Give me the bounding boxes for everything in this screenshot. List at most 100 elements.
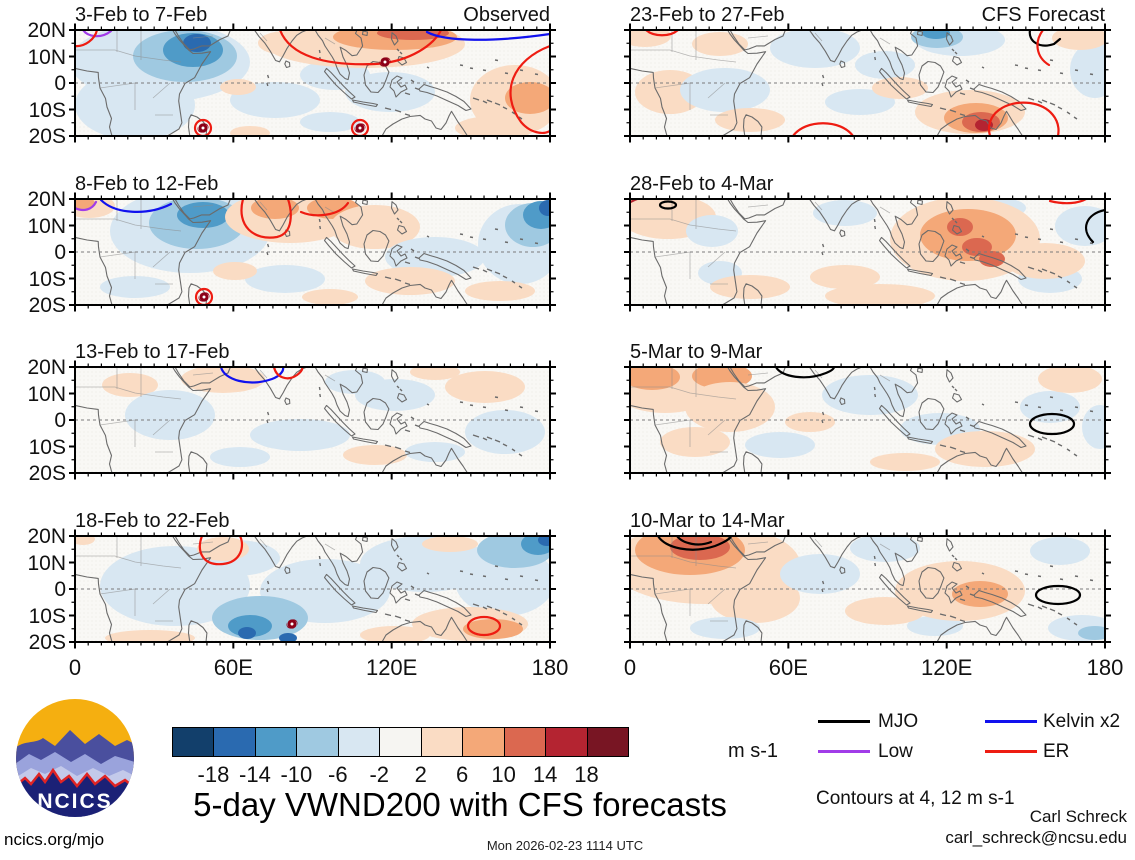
panel-date-range: 23-Feb to 27-Feb xyxy=(630,4,785,26)
legend-label: Kelvin x2 xyxy=(1043,711,1121,732)
panel-border xyxy=(629,366,1106,474)
colorbar-tick-label: 10 xyxy=(491,762,516,787)
map-panel xyxy=(624,192,1111,312)
country-borders xyxy=(630,30,891,116)
y-axis-label: 20N xyxy=(27,356,66,379)
red-wave-contour xyxy=(466,615,502,637)
panel-source-label: CFS Forecast xyxy=(981,4,1105,26)
coastlines xyxy=(75,367,472,473)
coastlines xyxy=(75,199,472,305)
panel-border xyxy=(629,29,1106,137)
colorbar-tick-label: -18 xyxy=(197,762,230,787)
red-wave-contour xyxy=(272,367,304,380)
anomaly-shading-blob xyxy=(230,126,270,136)
anomaly-shading-blob xyxy=(405,442,465,462)
map-panel xyxy=(624,23,1111,143)
panel-title-row: 28-Feb to 4-Mar xyxy=(630,173,1105,195)
legend-line-swatch xyxy=(818,750,870,753)
colorbar-segment xyxy=(213,727,256,757)
blue-wave-contour xyxy=(425,30,550,41)
black-wave-contour xyxy=(658,200,678,210)
legend-label: ER xyxy=(1043,741,1070,762)
colorbar-tick-label: -6 xyxy=(328,762,348,787)
anomaly-shading-blob xyxy=(75,536,95,545)
anomaly-shading-blob xyxy=(715,108,785,132)
author-name: Carl Schreck xyxy=(1029,807,1127,826)
y-axis-label: 0 xyxy=(54,578,66,601)
anomaly-shading-blob xyxy=(539,200,550,216)
small-islands xyxy=(821,385,1094,457)
x-axis-label: 0 xyxy=(623,655,637,680)
panel-border xyxy=(74,535,551,643)
anomaly-shading-blob xyxy=(686,215,738,247)
anomaly-shading-blob xyxy=(907,616,963,636)
colorbar-tick-label: 6 xyxy=(456,762,469,787)
anomaly-shading-blob xyxy=(952,581,1008,607)
anomaly-shading-blob xyxy=(330,205,420,249)
map-panel xyxy=(624,529,1111,649)
small-islands xyxy=(266,48,539,120)
y-axis-label: 10S xyxy=(28,267,66,291)
x-axis-label: 120E xyxy=(365,655,418,680)
anomaly-shading-blob xyxy=(845,597,925,625)
anomaly-shading-blob xyxy=(692,32,748,56)
logo-red-ridge-line xyxy=(16,767,134,789)
ncics-logo-image: NCICS xyxy=(16,699,134,817)
anomaly-shading-blob xyxy=(785,412,835,432)
x-axis-label: 180 xyxy=(1086,655,1124,680)
anomaly-shading-blob xyxy=(183,34,211,52)
red-wave-contour xyxy=(193,118,213,136)
anomaly-shading-blob xyxy=(1038,367,1102,393)
y-axis-label: 0 xyxy=(54,241,66,264)
red-wave-contour xyxy=(278,30,443,66)
red-wave-contour xyxy=(1036,30,1051,67)
country-borders xyxy=(75,30,336,116)
anomaly-shading-blob xyxy=(213,262,257,280)
colorbar-segment xyxy=(379,727,422,757)
blue-wave-contour xyxy=(99,199,173,213)
anomaly-shading-blob xyxy=(745,432,815,458)
anomaly-shading-blob xyxy=(710,275,790,299)
legend-label: Low xyxy=(878,741,913,762)
panel-date-range: 13-Feb to 17-Feb xyxy=(75,341,230,363)
red-wave-contour xyxy=(791,122,855,136)
panel-date-range: 28-Feb to 4-Mar xyxy=(630,173,774,195)
tropical-cyclone-icon xyxy=(354,123,366,133)
anomaly-shading-blob xyxy=(1005,243,1085,279)
anomaly-shading-blob xyxy=(245,265,325,293)
anomaly-shading-blob xyxy=(105,630,195,642)
colorbar-segment xyxy=(337,727,381,757)
anomaly-shading-blob xyxy=(300,112,360,132)
anomaly-shading-blob xyxy=(1082,405,1105,449)
red-wave-contour xyxy=(198,536,244,566)
y-axis-label: 10S xyxy=(28,435,66,459)
black-wave-contour xyxy=(1028,412,1076,436)
panel-title-row: 18-Feb to 22-Feb xyxy=(75,510,550,532)
panel-border xyxy=(74,198,551,306)
anomaly-shading-blob xyxy=(220,79,256,95)
panel-border xyxy=(629,198,1106,306)
colorbar-tick-label: 2 xyxy=(414,762,427,787)
red-wave-contour xyxy=(194,287,214,305)
anomaly-shading-blob xyxy=(463,619,523,639)
anomaly-shading-blob xyxy=(822,375,918,415)
y-axis-label: 20S xyxy=(28,125,66,148)
black-wave-contour xyxy=(774,367,836,379)
panel-border xyxy=(74,366,551,474)
y-axis-label: 20S xyxy=(28,631,66,654)
black-wave-contour xyxy=(675,536,713,546)
small-islands xyxy=(821,48,1094,120)
anomaly-shading-blob xyxy=(538,536,550,546)
anomaly-shading-blob xyxy=(870,453,940,471)
anomaly-shading-blob xyxy=(505,82,550,114)
ncics-logo: NCICS xyxy=(15,698,135,818)
colorbar-tick-label: -10 xyxy=(280,762,313,787)
anomaly-shading-blob xyxy=(825,89,895,115)
red-wave-contour xyxy=(509,44,550,134)
x-axis-label: 0 xyxy=(68,655,82,680)
figure-title: 5-day VWND200 with CFS forecasts xyxy=(193,786,727,823)
anomaly-shading-blob xyxy=(102,373,158,397)
colorbar-unit: m s-1 xyxy=(728,740,778,762)
anomaly-shading-blob xyxy=(422,536,478,552)
